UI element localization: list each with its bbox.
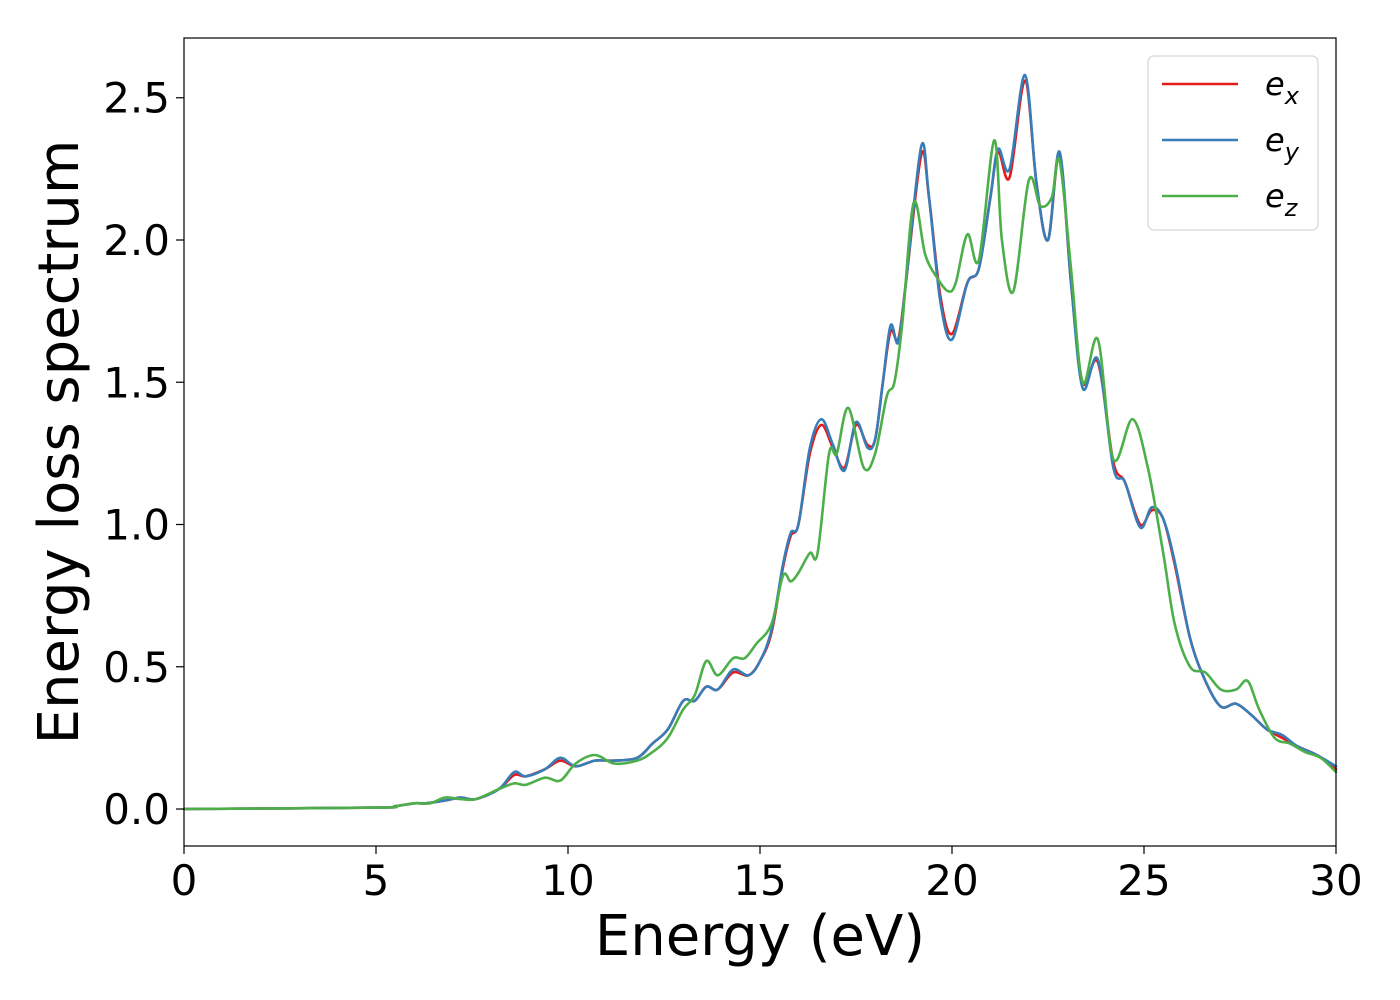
x-tick-label: 10 [541,856,594,905]
y-tick-label: 2.0 [103,216,170,265]
x-tick-label: 15 [733,856,786,905]
x-tick-label: 25 [1117,856,1170,905]
legend: ex ey ez [1147,55,1319,231]
series-line-ez [182,139,1338,811]
y-tick-label: 2.5 [103,74,170,123]
y-tick-label: 1.0 [103,501,170,550]
x-tick-label: 0 [171,856,198,905]
x-axis: 0 5 10 15 20 25 30 [171,846,1363,905]
x-tick-label: 30 [1309,856,1362,905]
legend-label-ex: ex [1265,65,1300,110]
legend-box [1147,55,1319,231]
y-tick-label: 0.5 [103,643,170,692]
x-axis-label: Energy (eV) [595,904,925,969]
y-axis-label: Energy loss spectrum [27,140,92,745]
legend-label-ez: ez [1265,177,1299,222]
y-tick-label: 1.5 [103,358,170,407]
x-tick-label: 5 [363,856,390,905]
series-line-ey [182,73,1338,811]
y-axis: 0.0 0.5 1.0 1.5 2.0 2.5 [103,74,184,834]
y-tick-label: 0.0 [103,785,170,834]
plot-series [182,73,1338,811]
legend-label-ey: ey [1265,121,1300,166]
x-tick-label: 20 [925,856,978,905]
